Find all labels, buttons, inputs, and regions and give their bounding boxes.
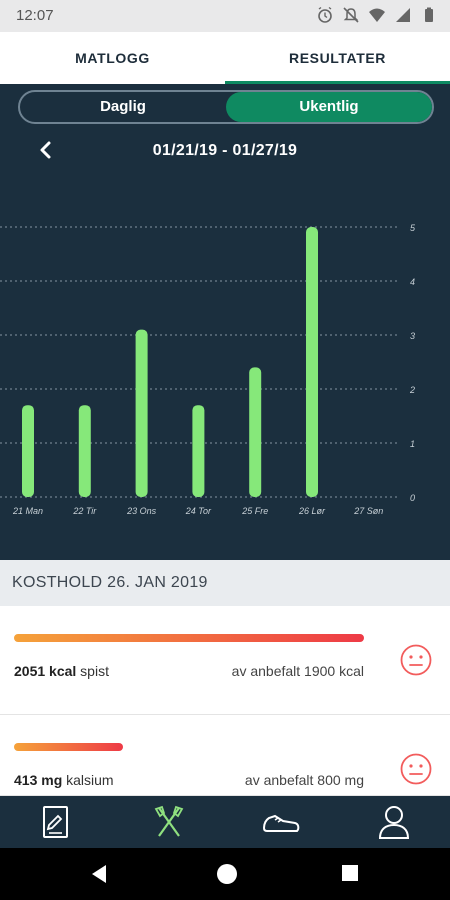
daily-toggle-button[interactable]: Daglig	[100, 98, 146, 115]
calorie-amount: 2051 kcal	[14, 663, 77, 679]
calcium-progress-bar	[14, 743, 123, 751]
android-nav-bar	[0, 848, 450, 900]
chart-bar	[192, 405, 205, 497]
wifi-icon	[368, 6, 386, 24]
calorie-recommended: av anbefalt 1900 kcal	[231, 663, 364, 679]
status-bar: 12:07	[0, 0, 450, 32]
week-range-label: 01/21/19 - 01/27/19	[152, 142, 298, 159]
nav-profile[interactable]	[338, 796, 450, 848]
shoe-icon	[263, 814, 300, 832]
weekly-toggle-button[interactable]: Ukentlig	[226, 92, 432, 122]
sad-face-icon	[400, 644, 432, 676]
weekly-bar-chart: 0 1 2 3 4 5 21 Man 22 Tir 23 Ons 24 Tor 25 Fre 26 L…	[0, 223, 416, 514]
nav-diary[interactable]	[0, 796, 113, 848]
x-tick-label: 26 Lør	[298, 506, 326, 514]
mute-icon	[342, 6, 360, 24]
period-toggle: Daglig Ukentlig	[18, 90, 434, 124]
nutrient-row-calories[interactable]: 2051 kcal spist av anbefalt 1900 kcal	[0, 606, 450, 715]
fork-knife-icon	[154, 805, 184, 837]
status-time: 12:07	[16, 7, 54, 24]
alarm-icon	[316, 6, 334, 24]
calcium-amount-text: 413 mg kalsium	[14, 772, 114, 788]
bottom-nav-bar	[0, 796, 450, 848]
tab-resultater[interactable]: RESULTATER	[225, 32, 450, 84]
home-nav-button[interactable]	[214, 861, 240, 892]
x-tick-label: 27 Søn	[353, 506, 383, 514]
x-tick-label: 22 Tir	[72, 506, 97, 514]
y-tick-label: 2	[409, 385, 415, 395]
chart-bar	[78, 405, 91, 497]
week-navigator: 01/21/19 - 01/27/19	[0, 138, 450, 168]
section-header: KOSTHOLD 26. JAN 2019	[0, 560, 450, 606]
calcium-label: kalsium	[62, 772, 114, 788]
x-tick-label: 23 Ons	[126, 506, 157, 514]
sad-face-icon	[400, 753, 432, 785]
signal-icon	[394, 6, 412, 24]
recents-square-icon	[342, 865, 358, 881]
back-triangle-icon	[92, 865, 106, 883]
y-tick-label: 3	[410, 331, 415, 341]
profile-icon	[378, 806, 409, 839]
home-circle-icon	[217, 864, 237, 884]
calorie-amount-text: 2051 kcal spist	[14, 663, 109, 679]
y-tick-label: 1	[410, 439, 415, 449]
chart-bar	[135, 329, 148, 497]
back-nav-button[interactable]	[88, 862, 110, 891]
status-icons	[316, 6, 438, 24]
x-tick-label: 24 Tor	[185, 506, 212, 514]
x-tick-label: 21 Man	[12, 506, 43, 514]
chart-bar	[306, 227, 318, 497]
calcium-recommended: av anbefalt 800 mg	[244, 772, 364, 788]
nav-food[interactable]	[113, 796, 226, 848]
calorie-progress-bar	[14, 634, 364, 642]
y-tick-label: 0	[410, 493, 415, 503]
nutrient-row-calcium[interactable]: 413 mg kalsium av anbefalt 800 mg	[0, 715, 450, 796]
y-tick-label: 4	[410, 277, 415, 287]
diary-icon	[43, 806, 69, 838]
calcium-amount: 413 mg	[14, 772, 63, 788]
chart-bar	[22, 405, 34, 497]
y-tick-label: 5	[410, 223, 416, 233]
chevron-left-icon[interactable]	[36, 138, 56, 162]
chart-bar	[249, 367, 262, 497]
nav-activity[interactable]	[225, 796, 338, 848]
calorie-label: spist	[76, 663, 109, 679]
recents-nav-button[interactable]	[340, 863, 360, 888]
battery-icon	[420, 6, 438, 24]
x-tick-label: 25 Fre	[241, 506, 268, 514]
tab-matlogg[interactable]: MATLOGG	[75, 50, 150, 66]
top-tab-bar: MATLOGG RESULTATER	[0, 32, 450, 84]
